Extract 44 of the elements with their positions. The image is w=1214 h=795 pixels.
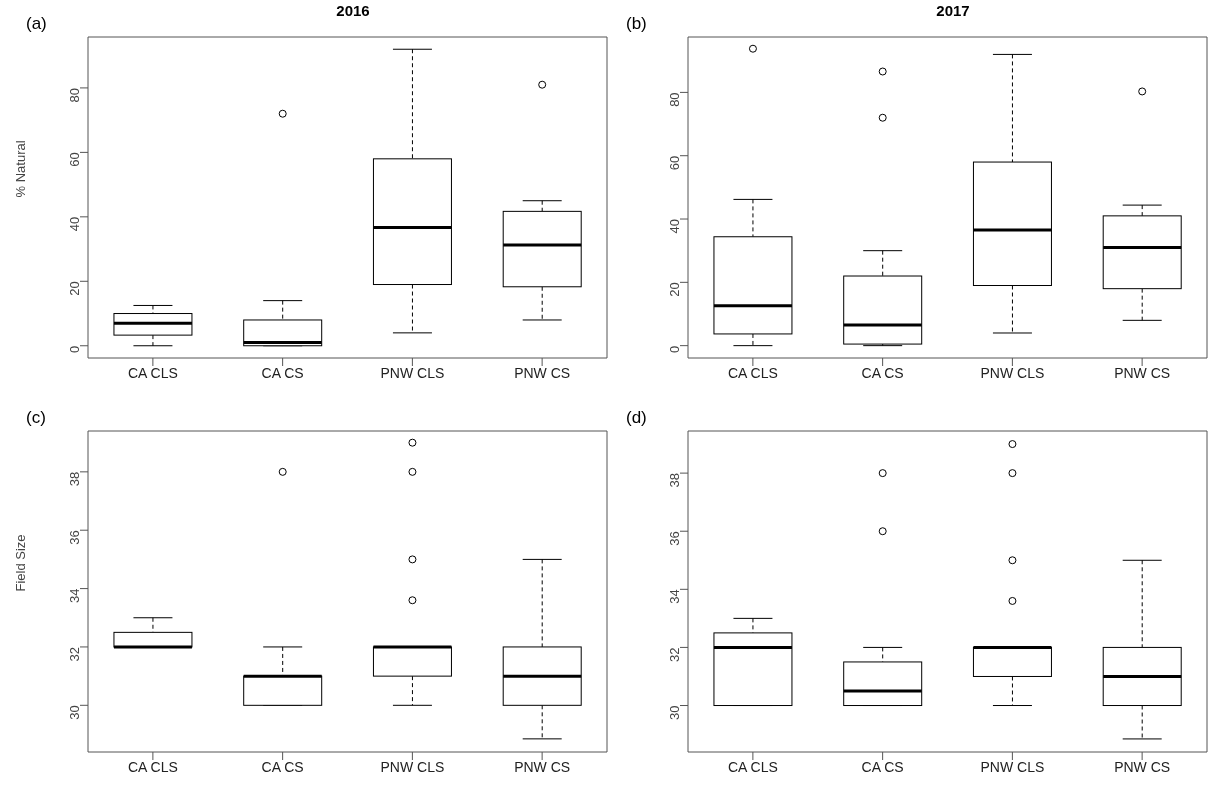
- x-tick-label: CA CS: [861, 364, 904, 381]
- chart-title: 2016: [335, 2, 371, 19]
- y-tick-label: 30: [66, 705, 82, 720]
- y-tick-label: 20: [66, 281, 82, 296]
- x-tick-label: CA CS: [861, 758, 904, 775]
- y-tick-label: 60: [666, 155, 682, 171]
- x-tick-label: CA CLS: [127, 364, 178, 381]
- x-tick-label: PNW CS: [514, 364, 571, 381]
- text: (b): [626, 14, 647, 34]
- y-tick-label: 36: [66, 530, 82, 545]
- x-tick-label: CA CS: [261, 758, 304, 775]
- x-tick-label: PNW CS: [1114, 364, 1171, 381]
- x-tick-label: PNW CLS: [980, 364, 1045, 381]
- x-tick-label: CA CLS: [727, 758, 778, 775]
- y-tick-label: 40: [66, 216, 82, 232]
- text: (d): [626, 408, 647, 428]
- text: (a): [26, 14, 47, 34]
- x-tick-label: CA CLS: [127, 758, 178, 775]
- y-tick-label: 32: [66, 646, 82, 662]
- y-tick-label: 34: [66, 588, 82, 604]
- y-tick-label: 32: [666, 647, 682, 662]
- y-tick-label: 80: [666, 92, 682, 107]
- chart-title: 2017: [935, 2, 971, 19]
- y-tick-label: 40: [666, 219, 682, 234]
- y-tick-label: 80: [66, 87, 82, 103]
- y-tick-label: 20: [666, 282, 682, 297]
- x-tick-label: PNW CLS: [980, 758, 1045, 775]
- y-tick-label: 0: [666, 345, 682, 353]
- y-tick-label: 34: [666, 589, 682, 604]
- y-tick-label: 38: [666, 473, 682, 488]
- text: (c): [26, 408, 46, 428]
- y-tick-label: 0: [66, 345, 82, 353]
- x-tick-label: CA CLS: [727, 364, 778, 381]
- y-tick-label: 36: [666, 531, 682, 546]
- y-tick-label: 30: [666, 705, 682, 720]
- y-tick-label: 60: [66, 152, 82, 167]
- x-tick-label: PNW CLS: [380, 758, 445, 775]
- x-tick-label: PNW CS: [1114, 758, 1171, 775]
- x-tick-label: CA CS: [261, 364, 304, 381]
- x-tick-label: PNW CLS: [380, 364, 445, 381]
- y-tick-label: 38: [66, 471, 82, 487]
- x-tick-label: PNW CS: [514, 758, 571, 775]
- y-axis-title: Field Size: [12, 534, 28, 592]
- y-axis-title: % Natural: [12, 140, 28, 198]
